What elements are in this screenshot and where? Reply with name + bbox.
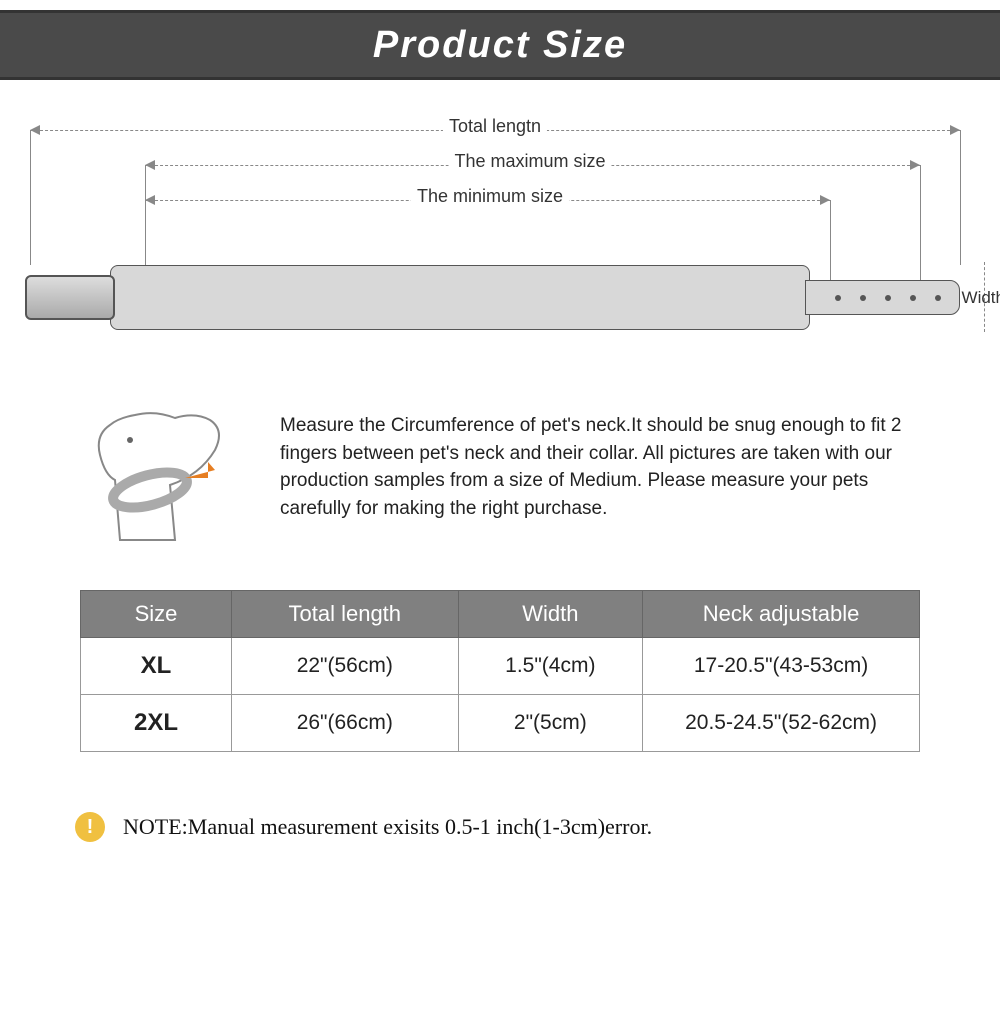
instruction-text: Measure the Circumference of pet's neck.… bbox=[280, 400, 940, 522]
max-size-label: The maximum size bbox=[448, 151, 611, 172]
table-header-row: Size Total length Width Neck adjustable bbox=[81, 591, 920, 638]
note-text: NOTE:Manual measurement exisits 0.5-1 in… bbox=[123, 814, 652, 840]
width-label: Width bbox=[962, 288, 1000, 308]
col-width: Width bbox=[458, 591, 643, 638]
instruction-row: Measure the Circumference of pet's neck.… bbox=[0, 390, 1000, 550]
note-row: ! NOTE:Manual measurement exisits 0.5-1 … bbox=[75, 812, 1000, 842]
col-size: Size bbox=[81, 591, 232, 638]
min-size-label: The minimum size bbox=[411, 186, 569, 207]
header-bar: Product Size bbox=[0, 10, 1000, 80]
total-length-label: Total lengtn bbox=[443, 116, 547, 137]
table-row: 2XL 26"(66cm) 2"(5cm) 20.5-24.5"(52-62cm… bbox=[81, 695, 920, 752]
page-title: Product Size bbox=[373, 24, 627, 67]
warning-icon: ! bbox=[75, 812, 105, 842]
col-neck-adjustable: Neck adjustable bbox=[643, 591, 920, 638]
collar-illustration bbox=[25, 265, 965, 330]
collar-diagram: Total lengtn The maximum size The minimu… bbox=[0, 110, 1000, 390]
col-total-length: Total length bbox=[232, 591, 459, 638]
size-table: Size Total length Width Neck adjustable … bbox=[80, 590, 920, 752]
dog-neck-icon bbox=[80, 400, 250, 550]
table-row: XL 22"(56cm) 1.5"(4cm) 17-20.5"(43-53cm) bbox=[81, 638, 920, 695]
